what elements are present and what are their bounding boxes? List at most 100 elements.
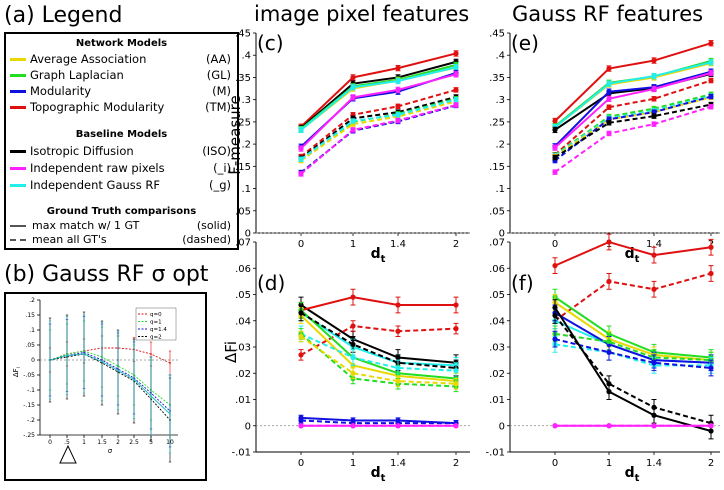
data-point <box>552 336 558 342</box>
legend-entry-dashed: mean all GT's (dashed) <box>6 233 237 247</box>
legend-entry-solid: max match w/ 1 GT (solid) <box>6 219 237 233</box>
chart-c: 0 .05 .1 .15 .2 .25 .3 .35 .4 .45 0 1 1.4 2 (c) dt F-mea… <box>226 29 470 265</box>
data-point <box>117 369 119 372</box>
series-iso-dashed <box>552 307 714 432</box>
x-tick-label: 5 <box>149 439 153 446</box>
series-line <box>554 79 712 156</box>
series-tm-dashed <box>552 265 714 330</box>
series-line <box>49 353 171 421</box>
y-axis-label: ΔFi <box>222 341 240 363</box>
data-point <box>606 349 612 355</box>
inset-legend-label: q=2 <box>150 335 162 341</box>
x-tick-label: 0 <box>552 239 558 250</box>
legend-box: Network Models Average Association (AA) … <box>4 32 239 250</box>
data-point <box>708 244 714 250</box>
chart-d: -.01 0 .01 .02 .03 .04 .05 .06 .07 0 1 1.4 2 (d) dt ΔFi <box>222 238 470 484</box>
data-point <box>552 263 558 269</box>
series-line <box>300 60 457 129</box>
x-tick-label: 1 <box>606 458 612 469</box>
inset-legend-label: q=0 <box>150 312 162 318</box>
inset-box <box>4 292 207 481</box>
x-tick-label: 2 <box>116 439 120 446</box>
y-tick-label: .1 <box>29 327 35 334</box>
data-point <box>298 423 304 429</box>
data-point <box>350 74 356 81</box>
x-axis-label-sub: t <box>635 254 640 265</box>
y-tick-label: .04 <box>235 316 251 327</box>
y-tick-label: .4 <box>495 51 505 62</box>
data-point <box>453 423 459 429</box>
series-i-dashed <box>298 423 459 429</box>
series-line <box>300 73 457 150</box>
series-i-solid <box>552 69 714 151</box>
data-point <box>453 381 459 387</box>
y-tick-label: 0 <box>245 229 251 240</box>
x-tick-label: 2 <box>453 458 459 469</box>
data-point <box>606 96 612 102</box>
series-gl-solid <box>298 301 459 387</box>
series-i-dashed <box>552 423 714 429</box>
series-line <box>554 240 712 267</box>
data-point <box>606 278 612 284</box>
series-m-solid <box>298 414 459 427</box>
y-tick-label: .25 <box>235 117 251 128</box>
data-point <box>651 113 657 119</box>
series-iso-solid <box>298 296 459 372</box>
x-tick-label: 2.5 <box>129 439 139 446</box>
data-point <box>395 78 401 84</box>
legend-swatch <box>10 106 26 109</box>
x-tick-label: 0 <box>48 439 52 446</box>
data-point <box>552 312 558 319</box>
data-point <box>298 145 304 152</box>
series-line <box>554 314 712 425</box>
series-line <box>300 312 457 367</box>
data-point <box>453 87 459 93</box>
y-axis-label: ΔFi <box>12 367 22 377</box>
x-tick-label: 1 <box>82 439 86 446</box>
legend-name: Topographic Modularity <box>30 100 165 114</box>
series-tm-solid <box>552 40 714 125</box>
data-point <box>552 118 558 124</box>
data-point <box>453 102 459 108</box>
data-point <box>651 360 657 366</box>
data-point <box>651 57 657 64</box>
x-tick-label: 1.5 <box>97 439 107 446</box>
y-tick-label: 0 <box>31 357 35 364</box>
data-point <box>395 378 401 384</box>
data-point <box>453 326 459 332</box>
panel-label-e: (e) <box>511 31 539 55</box>
data-point <box>350 84 356 90</box>
x-tick-label: .5 <box>64 439 70 446</box>
inset-panel-title: (b) Gauss RF σ opt <box>4 262 209 287</box>
y-tick-label: 0 <box>245 421 251 432</box>
series-line <box>554 301 712 362</box>
data-point <box>651 423 657 429</box>
series-aa-solid <box>298 64 459 134</box>
data-point <box>395 65 401 71</box>
y-tick-label: 0 <box>499 229 505 240</box>
series-line <box>49 353 171 415</box>
x-axis-label: dt <box>625 465 640 484</box>
series-m-dashed <box>552 330 714 377</box>
data-point <box>651 73 657 79</box>
y-tick-label: .05 <box>235 206 251 217</box>
data-point <box>552 154 558 161</box>
y-axis-label-sub: i <box>16 367 22 368</box>
x-tick-label: 0 <box>552 458 558 469</box>
x-tick-label: 0 <box>298 239 304 250</box>
x-tick-label: 1 <box>350 458 356 469</box>
y-tick-label: .07 <box>235 238 251 249</box>
series-g-solid <box>298 64 459 134</box>
series-aa-dashed <box>298 330 459 390</box>
series-line <box>554 296 712 359</box>
legend-name: Graph Laplacian <box>30 68 124 82</box>
y-tick-label: -.2 <box>27 417 35 424</box>
data-point <box>453 368 459 374</box>
data-point <box>298 156 304 162</box>
data-point <box>150 353 152 355</box>
series-line <box>554 332 712 362</box>
inset-legend-label: q=1.4 <box>150 327 167 333</box>
y-tick-label: .2 <box>241 140 251 151</box>
data-point <box>350 323 356 329</box>
